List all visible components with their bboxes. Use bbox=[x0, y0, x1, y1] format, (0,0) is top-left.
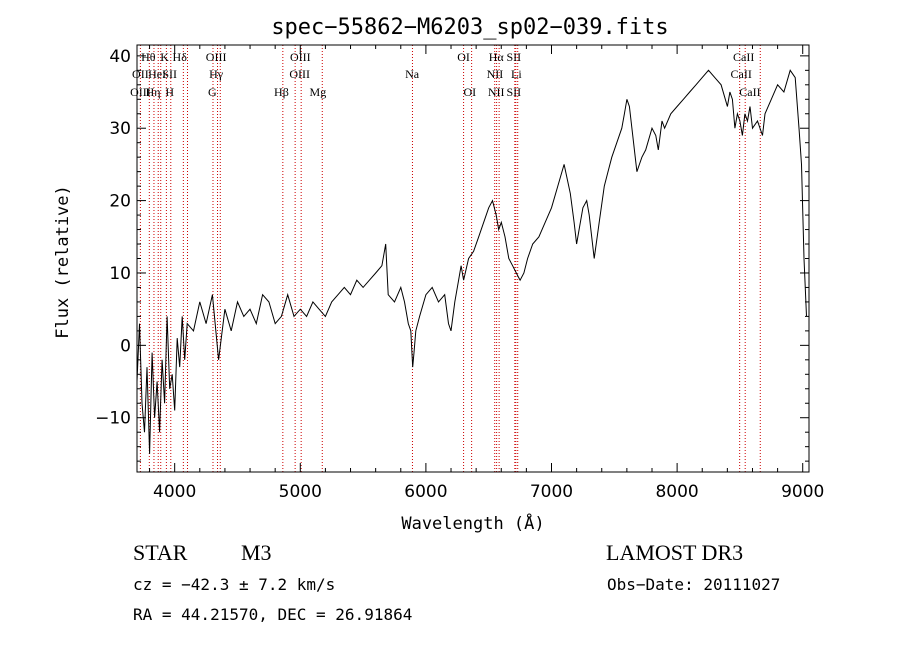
line-label-7: SII bbox=[162, 67, 177, 81]
object-class: STAR bbox=[133, 540, 188, 565]
y-tick-label-2: 10 bbox=[109, 264, 131, 284]
line-label-13: OIII bbox=[290, 50, 311, 64]
x-tick-label-3: 7000 bbox=[530, 482, 573, 502]
y-tick-label-3: 20 bbox=[109, 192, 131, 212]
obs-date: Obs−Date: 20111027 bbox=[607, 575, 780, 594]
x-tick-label-2: 6000 bbox=[404, 482, 447, 502]
line-label-11: G bbox=[208, 85, 217, 99]
line-label-6: H bbox=[165, 85, 174, 99]
line-label-22: Li bbox=[511, 67, 522, 81]
line-label-9: OIII bbox=[206, 50, 227, 64]
line-label-27: CaII bbox=[739, 85, 760, 99]
line-label-12: Hβ bbox=[274, 85, 289, 99]
line-label-3: HeI bbox=[148, 67, 166, 81]
emission-line-markers bbox=[139, 45, 761, 472]
line-label-10: Hγ bbox=[209, 67, 224, 81]
line-label-19: Hα bbox=[489, 50, 505, 64]
line-label-2: OIII bbox=[130, 85, 151, 99]
line-label-8: Hδ bbox=[173, 50, 188, 64]
y-tick-label-0: −10 bbox=[95, 409, 131, 429]
line-label-20: SII bbox=[506, 50, 521, 64]
coordinates: RA = 44.21570, DEC = 26.91864 bbox=[133, 605, 412, 624]
line-label-24: SII bbox=[506, 85, 521, 99]
y-axis-ticks: −10 0 10 20 30 40 bbox=[95, 47, 809, 462]
line-label-5: Hη bbox=[146, 85, 161, 99]
x-tick-label-5: 9000 bbox=[781, 482, 824, 502]
y-tick-label-5: 40 bbox=[109, 47, 131, 67]
line-label-15: Mg bbox=[310, 85, 327, 99]
line-label-16: Na bbox=[405, 67, 420, 81]
y-tick-label-4: 30 bbox=[109, 119, 131, 139]
spectrum-line bbox=[136, 69, 807, 454]
line-label-18: OI bbox=[464, 85, 477, 99]
line-label-1: OII bbox=[132, 67, 149, 81]
survey-name: LAMOST DR3 bbox=[606, 540, 743, 565]
line-label-4: K bbox=[160, 50, 169, 64]
line-label-21: NII bbox=[487, 67, 504, 81]
object-subclass: M3 bbox=[241, 540, 272, 565]
x-axis-ticks: 4000 5000 6000 7000 8000 9000 bbox=[149, 45, 824, 502]
redshift-cz: cz = −42.3 ± 7.2 km/s bbox=[133, 575, 335, 594]
x-tick-label-4: 8000 bbox=[655, 482, 698, 502]
line-label-23: NII bbox=[488, 85, 505, 99]
line-label-25: CaII bbox=[733, 50, 754, 64]
x-axis-label: Wavelength (Å) bbox=[401, 512, 544, 534]
y-axis-label: Flux (relative) bbox=[53, 185, 73, 339]
line-label-14: OIII bbox=[289, 67, 310, 81]
line-label-0: Hθ bbox=[141, 50, 156, 64]
x-tick-label-0: 4000 bbox=[153, 482, 196, 502]
y-tick-label-1: 0 bbox=[120, 336, 131, 356]
line-label-26: CaII bbox=[731, 67, 752, 81]
x-tick-label-1: 5000 bbox=[279, 482, 322, 502]
chart-title: spec−55862−M6203_sp02−039.fits bbox=[271, 15, 668, 40]
line-label-17: OI bbox=[457, 50, 470, 64]
